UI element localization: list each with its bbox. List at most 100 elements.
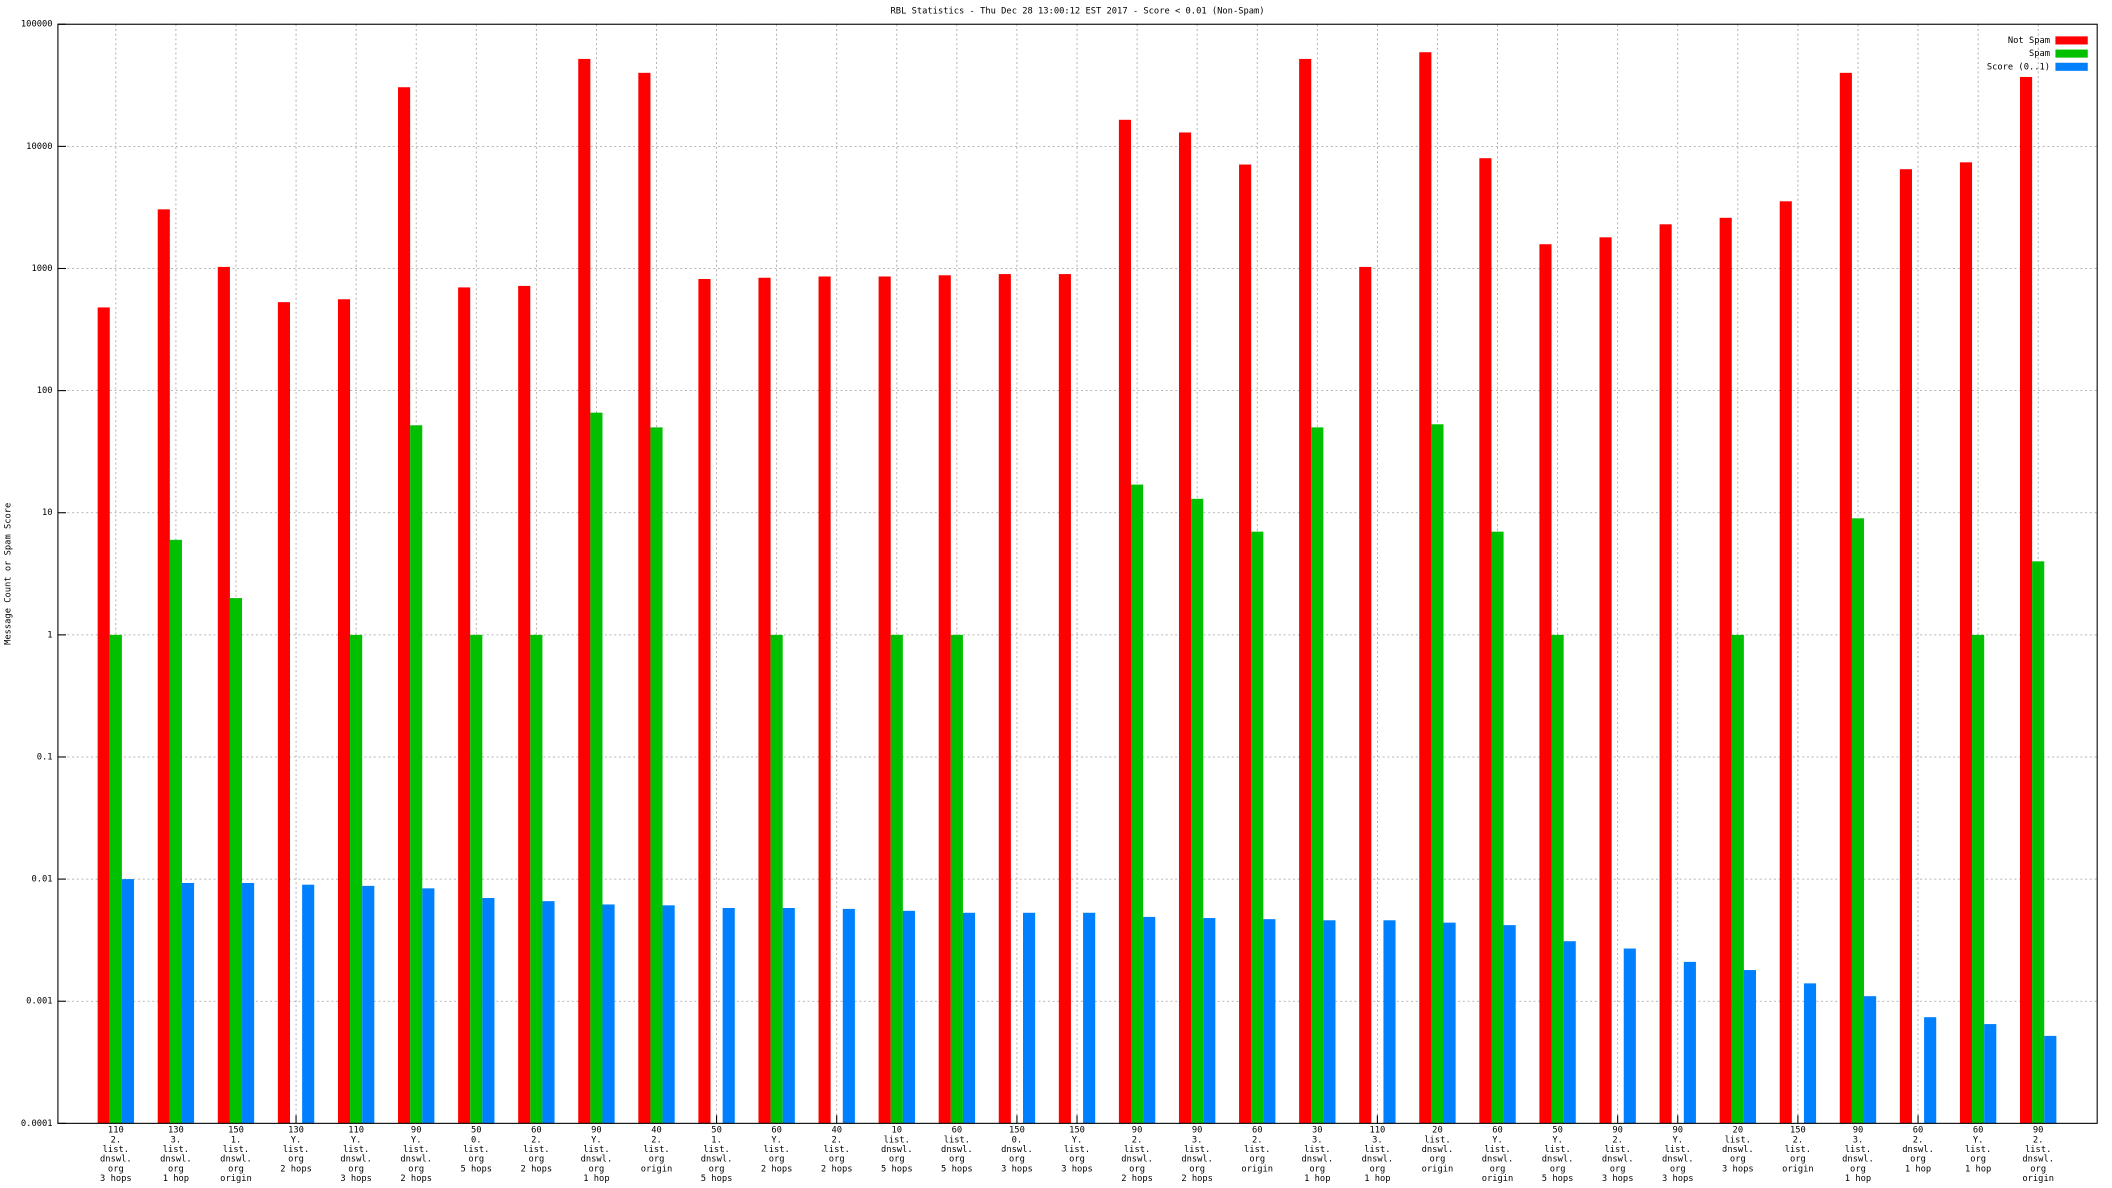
bar bbox=[410, 425, 423, 1124]
bar bbox=[1539, 244, 1552, 1124]
bar bbox=[890, 634, 903, 1124]
x-tick-label: list. bbox=[1965, 1145, 1991, 1155]
x-tick-label: dnswl. bbox=[1602, 1155, 1634, 1165]
bar bbox=[398, 87, 411, 1124]
legend-label: Not Spam bbox=[2008, 36, 2050, 46]
x-tick-label: list. bbox=[643, 1145, 669, 1155]
legend-swatch bbox=[2055, 49, 2088, 58]
x-tick-label: 1 hop bbox=[163, 1174, 189, 1184]
bar bbox=[590, 412, 603, 1124]
bar bbox=[1683, 961, 1696, 1124]
bar bbox=[1359, 266, 1372, 1124]
bar bbox=[1239, 164, 1252, 1124]
x-tick-label: Y. bbox=[771, 1135, 782, 1145]
x-tick-label: list. bbox=[463, 1145, 489, 1155]
y-tick-label: 0.01 bbox=[31, 875, 52, 885]
x-tick-label: list. bbox=[1184, 1145, 1210, 1155]
bar bbox=[1864, 996, 1877, 1124]
x-tick-label: Y. bbox=[351, 1135, 362, 1145]
x-tick-label: dnswl. bbox=[400, 1155, 432, 1165]
x-tick-label: 1. bbox=[711, 1135, 722, 1145]
x-tick-label: 2. bbox=[1793, 1135, 1804, 1145]
x-tick-label: 3 hops bbox=[1001, 1164, 1033, 1174]
x-tick-label: 60 bbox=[1252, 1126, 1263, 1136]
x-tick-label: org bbox=[1670, 1164, 1686, 1174]
bar bbox=[578, 58, 591, 1124]
x-tick-label: dnswl. bbox=[1001, 1145, 1033, 1155]
bar bbox=[650, 427, 663, 1124]
bar bbox=[902, 910, 915, 1124]
bar bbox=[698, 279, 711, 1124]
bar bbox=[1731, 634, 1744, 1124]
x-tick-label: 30 bbox=[1312, 1126, 1323, 1136]
x-tick-label: 0. bbox=[1012, 1135, 1023, 1145]
x-tick-label: list. bbox=[824, 1145, 850, 1155]
x-tick-label: 2 hops bbox=[280, 1164, 312, 1174]
x-tick-label: org bbox=[769, 1155, 785, 1165]
bar bbox=[1743, 970, 1757, 1124]
bar bbox=[1899, 169, 1912, 1124]
bar bbox=[157, 209, 170, 1124]
bar bbox=[818, 276, 831, 1124]
x-tick-label: list. bbox=[1605, 1145, 1631, 1155]
x-tick-label: 90 bbox=[1192, 1126, 1203, 1136]
x-tick-label: dnswl. bbox=[581, 1155, 613, 1165]
bar bbox=[1118, 119, 1132, 1124]
bar bbox=[638, 72, 651, 1124]
x-tick-label: org bbox=[1850, 1164, 1866, 1174]
bar bbox=[242, 882, 255, 1124]
bar bbox=[1383, 920, 1396, 1124]
x-tick-label: 5 hops bbox=[941, 1164, 973, 1174]
x-tick-label: origin bbox=[1482, 1174, 1514, 1184]
x-tick-label: 10 bbox=[892, 1126, 903, 1136]
x-tick-label: org bbox=[829, 1155, 845, 1165]
x-tick-label: 2 hops bbox=[521, 1164, 553, 1174]
x-tick-label: Y. bbox=[411, 1135, 422, 1145]
x-tick-label: list. bbox=[1544, 1145, 1570, 1155]
x-tick-label: org bbox=[709, 1164, 725, 1174]
bar bbox=[1143, 916, 1156, 1124]
bar bbox=[722, 907, 735, 1124]
y-tick-label: 100 bbox=[37, 386, 53, 396]
x-tick-label: 1 hop bbox=[1364, 1174, 1390, 1184]
x-tick-label: org bbox=[1610, 1164, 1626, 1174]
x-tick-label: 3. bbox=[1312, 1135, 1323, 1145]
x-tick-label: 2 hops bbox=[761, 1164, 793, 1174]
x-tick-label: dnswl. bbox=[701, 1155, 733, 1165]
x-tick-label: 5 hops bbox=[1542, 1174, 1574, 1184]
x-tick-label: org bbox=[468, 1155, 484, 1165]
x-tick-label: 2. bbox=[1252, 1135, 1263, 1145]
bar bbox=[1131, 484, 1144, 1124]
x-tick-label: 2. bbox=[1913, 1135, 1924, 1145]
x-tick-label: 130 bbox=[288, 1126, 304, 1136]
bar bbox=[1203, 918, 1216, 1124]
bar bbox=[1551, 634, 1564, 1124]
x-tick-label: Y. bbox=[591, 1135, 602, 1145]
bar bbox=[878, 276, 891, 1124]
x-tick-label: 90 bbox=[1853, 1126, 1864, 1136]
x-tick-label: 2. bbox=[651, 1135, 662, 1145]
x-tick-label: dnswl. bbox=[340, 1155, 372, 1165]
x-tick-label: dnswl. bbox=[220, 1155, 252, 1165]
x-tick-label: list. bbox=[1845, 1145, 1871, 1155]
x-tick-label: 130 bbox=[168, 1126, 184, 1136]
x-tick-label: org bbox=[1249, 1155, 1265, 1165]
bar bbox=[470, 634, 483, 1124]
y-tick-label: 10000 bbox=[26, 142, 52, 152]
bar bbox=[121, 879, 135, 1124]
x-tick-label: 2. bbox=[111, 1135, 122, 1145]
x-tick-label: origin bbox=[1422, 1164, 1454, 1174]
x-tick-label: 1 hop bbox=[1965, 1164, 1991, 1174]
bar bbox=[337, 299, 351, 1124]
bar bbox=[962, 912, 976, 1124]
bar bbox=[97, 307, 110, 1124]
x-tick-label: 3. bbox=[1372, 1135, 1383, 1145]
bar bbox=[1263, 919, 1276, 1124]
y-tick-label: 0.001 bbox=[26, 997, 52, 1007]
bar bbox=[1323, 920, 1336, 1124]
bar bbox=[350, 634, 363, 1124]
bar bbox=[1058, 274, 1071, 1124]
x-tick-label: Y. bbox=[1552, 1135, 1563, 1145]
x-tick-label: 60 bbox=[531, 1126, 542, 1136]
bar bbox=[181, 882, 195, 1124]
